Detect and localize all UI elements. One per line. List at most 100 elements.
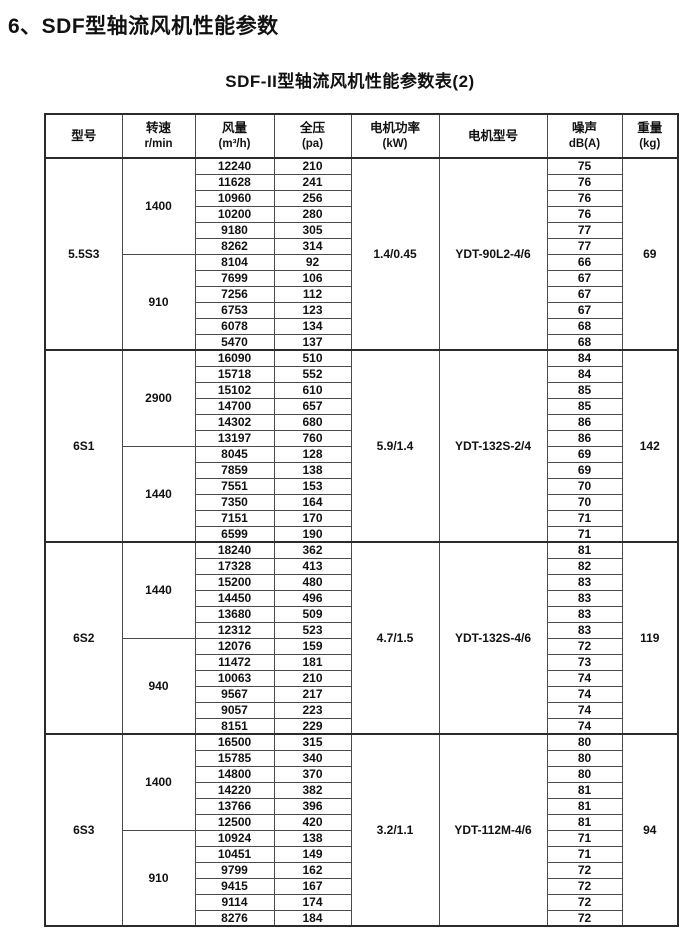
noise-cell: 76 bbox=[546, 189, 623, 207]
pressure-cell: 167 bbox=[273, 877, 352, 895]
pressure-cell: 413 bbox=[273, 557, 352, 575]
weight-cell: 69 bbox=[621, 157, 679, 351]
performance-table: 型号 转速 r/min 风量 (m³/h) 全压 (pa) 电机功率 (kW) 电机型号 噪声 dB(… bbox=[44, 113, 679, 927]
airflow-cell: 13766 bbox=[194, 797, 275, 815]
power-cell: 1.4/0.45 bbox=[350, 157, 440, 351]
airflow-cell: 11472 bbox=[194, 653, 275, 671]
pressure-cell: 181 bbox=[273, 653, 352, 671]
airflow-cell: 15200 bbox=[194, 573, 275, 591]
noise-cell: 67 bbox=[546, 269, 623, 287]
table-row: 7151 170 71 bbox=[45, 509, 678, 527]
pressure-cell: 680 bbox=[273, 413, 352, 431]
airflow-cell: 18240 bbox=[194, 541, 275, 559]
table-row: 5.5S3 1400 12240 210 1.4/0.45 YDT-90L2-4/6 75 6… bbox=[44, 157, 679, 351]
airflow-cell: 9415 bbox=[194, 877, 275, 895]
noise-cell: 77 bbox=[546, 221, 623, 239]
col-header-pressure: 全压 (pa) bbox=[273, 113, 352, 159]
airflow-cell: 7699 bbox=[194, 269, 275, 287]
pressure-cell: 523 bbox=[273, 621, 352, 639]
col-header-model: 型号 bbox=[44, 113, 123, 159]
table-row: 8151 229 74 bbox=[45, 717, 678, 735]
table-row: 14800 370 80 bbox=[45, 765, 678, 783]
pressure-cell: 552 bbox=[273, 365, 352, 383]
pressure-cell: 162 bbox=[273, 861, 352, 879]
table-row: 940 12076 159 72 bbox=[45, 637, 678, 735]
noise-cell: 71 bbox=[546, 525, 623, 543]
pressure-cell: 138 bbox=[273, 461, 352, 479]
table-row: 7350 164 70 bbox=[45, 493, 678, 511]
noise-cell: 74 bbox=[546, 717, 623, 735]
rpm-cell: 1400 bbox=[121, 157, 196, 255]
col-header-pressure-label: 全压 bbox=[299, 121, 325, 136]
col-header-model-label: 型号 bbox=[71, 128, 97, 143]
pressure-cell: 241 bbox=[273, 173, 352, 191]
table-row: 11628 241 76 bbox=[45, 173, 678, 191]
noise-cell: 68 bbox=[546, 317, 623, 335]
airflow-cell: 13680 bbox=[194, 605, 275, 623]
noise-cell: 81 bbox=[546, 797, 623, 815]
page-title: 6、SDF型轴流风机性能参数 bbox=[8, 15, 279, 38]
table-row: 9057 223 74 bbox=[45, 701, 678, 719]
rpm-cell: 2900 bbox=[121, 349, 196, 447]
airflow-cell: 10960 bbox=[194, 189, 275, 207]
pressure-cell: 164 bbox=[273, 493, 352, 511]
model-cell: 6S2 bbox=[44, 541, 123, 735]
rpm-cell: 1440 bbox=[121, 445, 196, 543]
airflow-cell: 6753 bbox=[194, 301, 275, 319]
noise-cell: 85 bbox=[546, 397, 623, 415]
table-title: SDF-II型轴流风机性能参数表(2) bbox=[225, 72, 475, 91]
table-row: 10960 256 76 bbox=[45, 189, 678, 207]
noise-cell: 76 bbox=[546, 205, 623, 223]
pressure-cell: 496 bbox=[273, 589, 352, 607]
table-row: 13680 509 83 bbox=[45, 605, 678, 623]
table-row: 9114 174 72 bbox=[45, 893, 678, 911]
pressure-cell: 382 bbox=[273, 781, 352, 799]
rpm-cell: 1400 bbox=[121, 733, 196, 831]
pressure-cell: 137 bbox=[273, 333, 352, 351]
pressure-cell: 760 bbox=[273, 429, 352, 447]
pressure-cell: 480 bbox=[273, 573, 352, 591]
airflow-cell: 14220 bbox=[194, 781, 275, 799]
col-header-noise-label: 噪声 bbox=[571, 121, 597, 136]
pressure-cell: 217 bbox=[273, 685, 352, 703]
noise-cell: 82 bbox=[546, 557, 623, 575]
motor-cell: YDT-132S-2/4 bbox=[438, 349, 548, 543]
col-header-airflow: 风量 (m³/h) bbox=[194, 113, 275, 159]
pressure-cell: 210 bbox=[273, 669, 352, 687]
airflow-cell: 14800 bbox=[194, 765, 275, 783]
airflow-cell: 15102 bbox=[194, 381, 275, 399]
power-cell: 4.7/1.5 bbox=[350, 541, 440, 735]
weight-cell: 119 bbox=[621, 541, 679, 735]
table-row: 11472 181 73 bbox=[45, 653, 678, 671]
airflow-cell: 8045 bbox=[194, 445, 275, 463]
table-row: 9180 305 77 bbox=[45, 221, 678, 239]
table-header: 型号 转速 r/min 风量 (m³/h) 全压 (pa) 电机功率 (kW) 电机型号 噪声 dB(… bbox=[44, 113, 679, 159]
table-row: 10063 210 74 bbox=[45, 669, 678, 687]
noise-cell: 71 bbox=[546, 829, 623, 847]
model-cell: 6S3 bbox=[44, 733, 123, 927]
airflow-cell: 7551 bbox=[194, 477, 275, 495]
noise-cell: 80 bbox=[546, 765, 623, 783]
pressure-cell: 184 bbox=[273, 909, 352, 927]
noise-cell: 72 bbox=[546, 637, 623, 655]
airflow-cell: 10063 bbox=[194, 669, 275, 687]
noise-cell: 83 bbox=[546, 573, 623, 591]
airflow-cell: 14450 bbox=[194, 589, 275, 607]
pressure-cell: 657 bbox=[273, 397, 352, 415]
col-header-noise: 噪声 dB(A) bbox=[546, 113, 623, 159]
noise-cell: 86 bbox=[546, 429, 623, 447]
col-header-weight-label: 重量 bbox=[637, 121, 663, 136]
table-row: 14700 657 85 bbox=[45, 397, 678, 415]
airflow-cell: 8262 bbox=[194, 237, 275, 255]
pressure-cell: 128 bbox=[273, 445, 352, 463]
noise-cell: 81 bbox=[546, 781, 623, 799]
noise-cell: 70 bbox=[546, 493, 623, 511]
col-header-speed: 转速 r/min bbox=[121, 113, 196, 159]
noise-cell: 71 bbox=[546, 509, 623, 527]
pressure-cell: 223 bbox=[273, 701, 352, 719]
noise-cell: 81 bbox=[546, 541, 623, 559]
airflow-cell: 14302 bbox=[194, 413, 275, 431]
table-row: 6599 190 71 bbox=[45, 525, 678, 543]
airflow-cell: 11628 bbox=[194, 173, 275, 191]
pressure-cell: 510 bbox=[273, 349, 352, 367]
